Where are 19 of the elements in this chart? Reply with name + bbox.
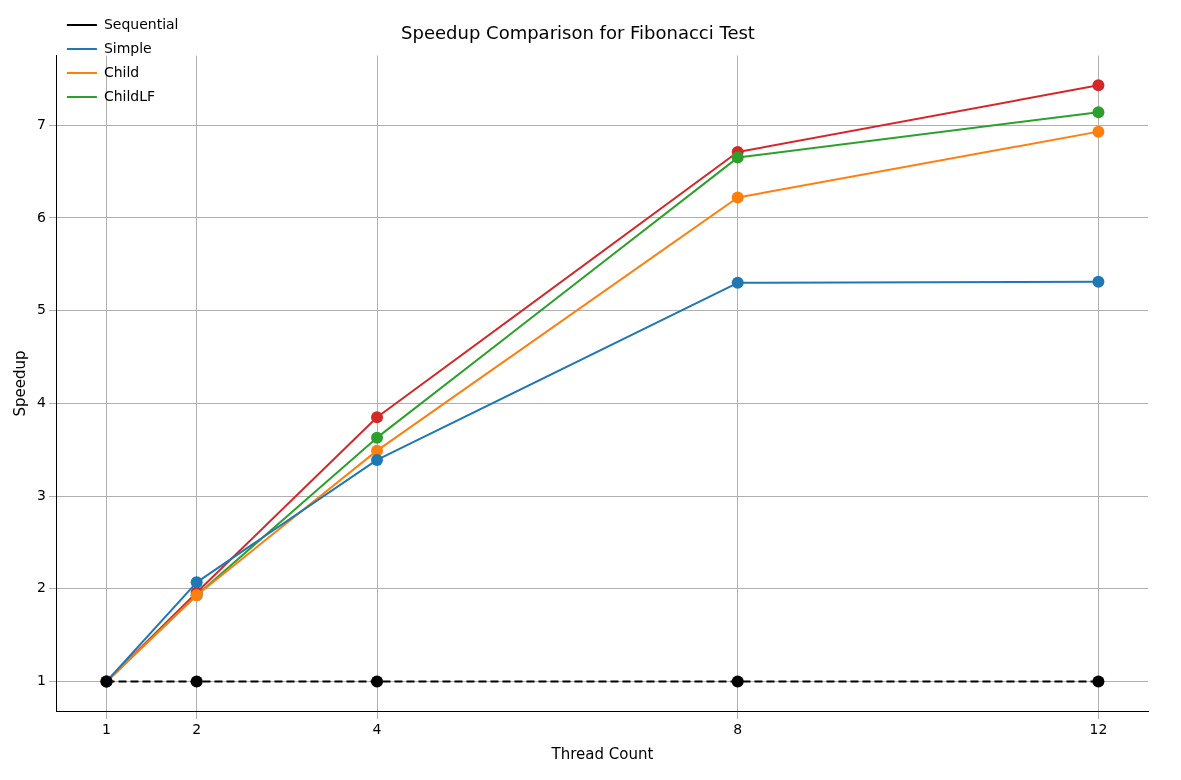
y-tick-label: 1 [36, 672, 46, 689]
y-tick-label: 6 [36, 208, 46, 225]
chart-title: Speedup Comparison for Fibonacci Test [401, 22, 755, 44]
legend-label: Simple [103, 39, 152, 56]
x-tick-label: 4 [372, 721, 382, 738]
y-tick-label: 7 [36, 115, 46, 132]
y-axis-title: Speedup [10, 350, 29, 417]
y-tick-label: 4 [36, 393, 46, 410]
legend-label: ChildLF [103, 87, 156, 104]
y-tick-label: 5 [36, 301, 46, 318]
x-tick-label: 12 [1089, 721, 1108, 738]
x-tick-label: 8 [733, 721, 743, 738]
y-tick-label: 3 [36, 486, 46, 503]
x-tick-label: 2 [192, 721, 202, 738]
y-tick-label: 2 [36, 579, 46, 596]
x-axis-title: Thread Count [550, 744, 654, 763]
x-tick-label: 1 [102, 721, 111, 738]
legend-label: Child [103, 63, 140, 80]
legend-label: Sequential [103, 15, 179, 32]
